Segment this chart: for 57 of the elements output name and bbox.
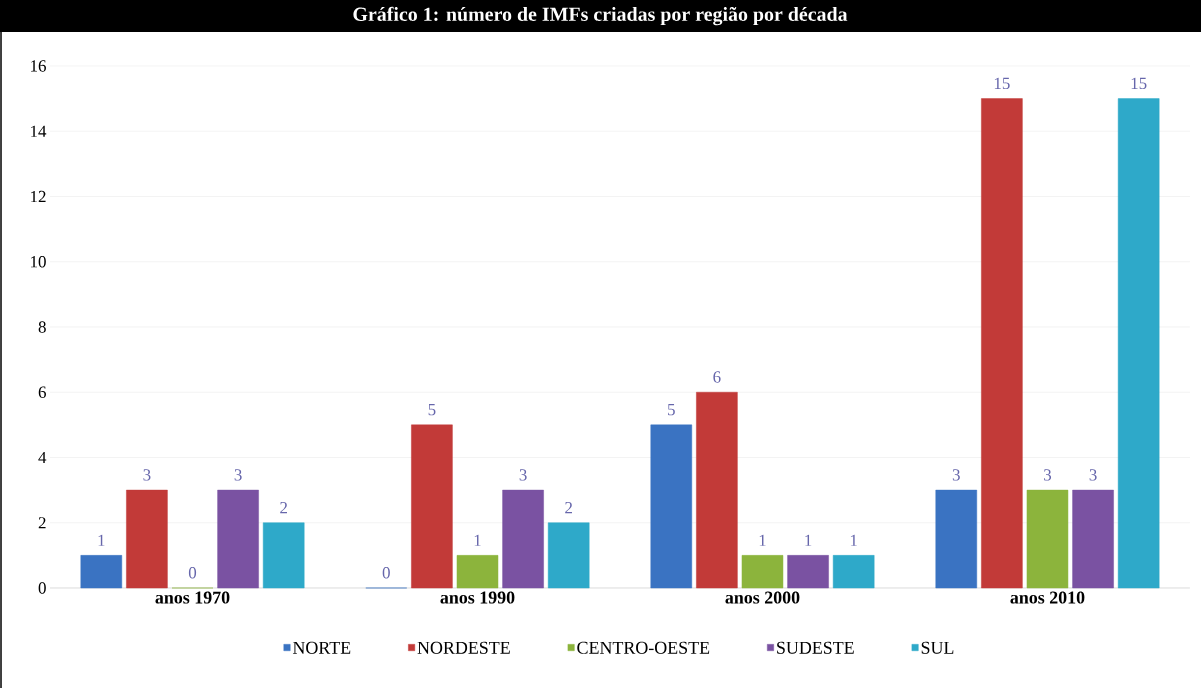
bar bbox=[80, 555, 123, 589]
data-label: 15 bbox=[994, 77, 1010, 90]
legend-label: SUDESTE bbox=[777, 641, 854, 654]
data-label: 1 bbox=[474, 534, 481, 546]
data-label: 5 bbox=[668, 404, 675, 416]
y-tick-label: 0 bbox=[38, 582, 46, 594]
bar bbox=[832, 555, 875, 589]
bar bbox=[456, 555, 499, 589]
x-tick-label: anos 2000 bbox=[725, 591, 800, 604]
y-tick-label: 4 bbox=[38, 451, 47, 464]
x-tick-label: anos 1990 bbox=[440, 591, 515, 604]
x-tick-label: anos 2010 bbox=[1010, 591, 1085, 604]
x-tick-label: anos 1970 bbox=[155, 591, 230, 604]
data-label: 6 bbox=[713, 371, 721, 383]
legend-label: NORDESTE bbox=[417, 641, 510, 654]
data-label: 0 bbox=[382, 567, 390, 579]
legend-label: CENTRO-OESTE bbox=[577, 641, 710, 654]
bar bbox=[547, 522, 590, 589]
data-label: 3 bbox=[143, 469, 151, 481]
data-label: 15 bbox=[1131, 77, 1147, 90]
data-label: 1 bbox=[805, 534, 812, 546]
bar bbox=[650, 424, 693, 589]
chart-title: Gráfico 1: número de IMFs criadas por região por década bbox=[353, 6, 848, 26]
data-label: 3 bbox=[1044, 469, 1052, 481]
data-label: 0 bbox=[188, 567, 197, 579]
y-tick-label: 2 bbox=[38, 517, 46, 529]
bar bbox=[696, 391, 738, 589]
bar bbox=[1072, 489, 1114, 589]
y-tick-label: 16 bbox=[31, 60, 46, 72]
data-label: 5 bbox=[428, 404, 436, 416]
data-label: 3 bbox=[234, 469, 242, 481]
bar bbox=[262, 522, 305, 589]
bar bbox=[126, 489, 168, 589]
bar bbox=[741, 555, 784, 589]
y-tick-label: 8 bbox=[38, 321, 46, 333]
data-label: 2 bbox=[280, 502, 287, 514]
y-tick-label: 6 bbox=[38, 386, 46, 398]
data-label: 1 bbox=[759, 534, 766, 546]
legend-label: SUL bbox=[921, 641, 954, 654]
bar bbox=[502, 489, 544, 589]
bar bbox=[787, 555, 829, 589]
data-label: 3 bbox=[1089, 469, 1097, 481]
y-tick-label: 12 bbox=[31, 190, 46, 203]
bar bbox=[1026, 489, 1069, 589]
data-label: 3 bbox=[952, 469, 960, 481]
data-label: 3 bbox=[519, 469, 527, 481]
bar bbox=[411, 424, 453, 589]
bar bbox=[935, 489, 978, 589]
bar bbox=[981, 98, 1023, 589]
bar bbox=[217, 489, 259, 589]
y-tick-label: 14 bbox=[31, 125, 47, 137]
data-label: 1 bbox=[98, 534, 105, 546]
legend-label: NORTE bbox=[292, 641, 351, 654]
y-tick-label: 10 bbox=[31, 256, 46, 268]
bar bbox=[1117, 98, 1160, 589]
data-label: 2 bbox=[565, 502, 572, 514]
data-label: 1 bbox=[850, 534, 857, 546]
